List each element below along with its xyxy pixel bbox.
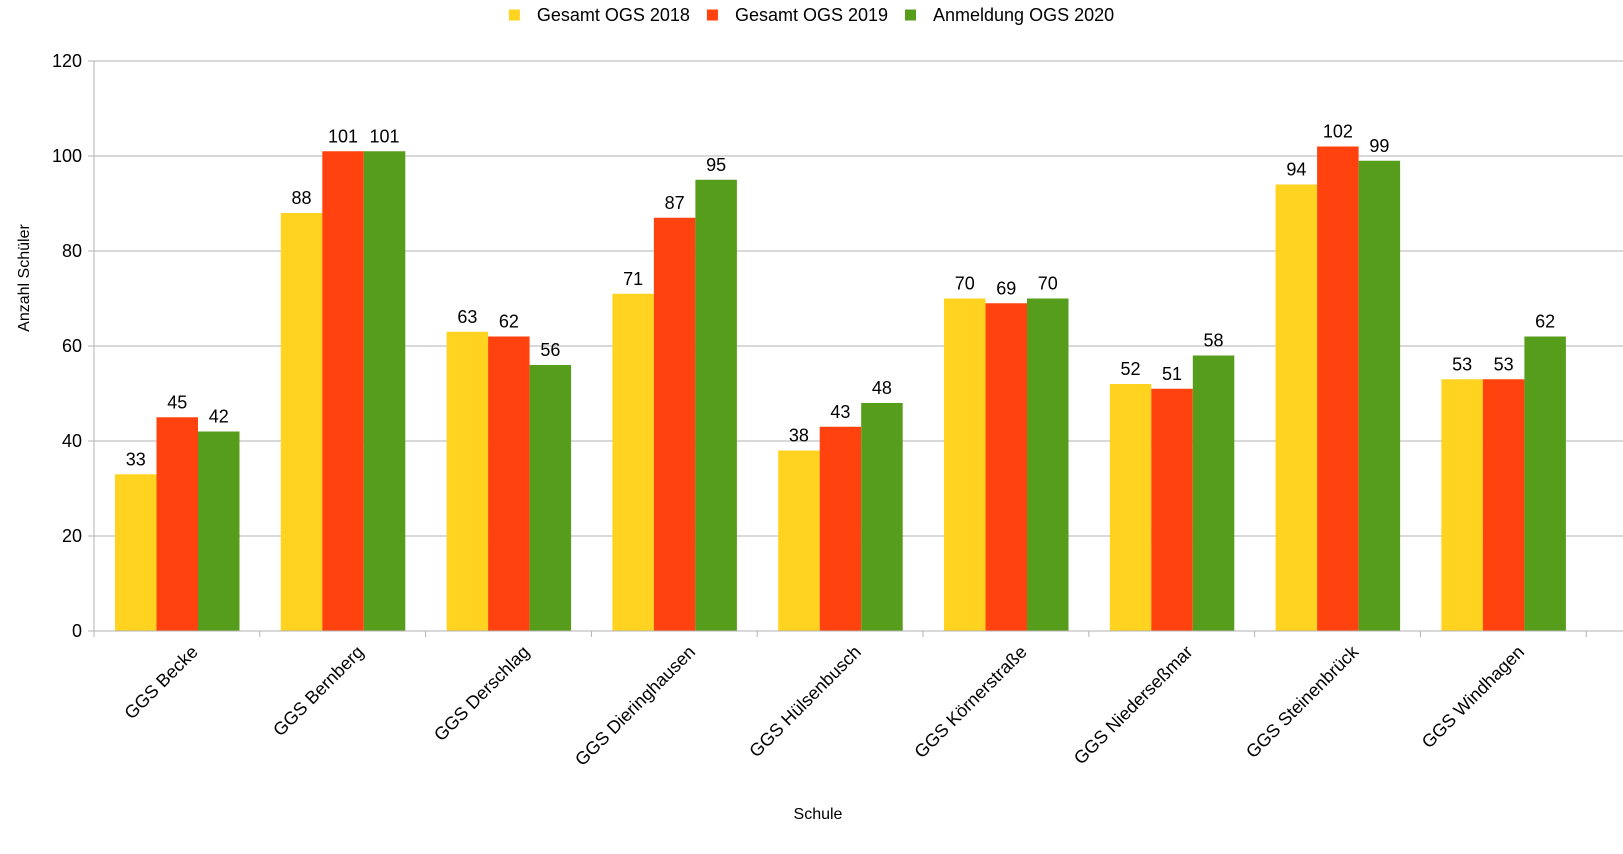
legend-swatch <box>508 9 520 21</box>
bar <box>695 179 737 631</box>
bar <box>1482 379 1525 631</box>
x-tick-label: GGS Bernberg <box>269 642 367 740</box>
bar <box>1317 146 1359 631</box>
data-label: 43 <box>830 402 850 422</box>
data-label: 42 <box>209 407 229 427</box>
bar <box>1027 298 1069 631</box>
bar <box>1109 384 1152 631</box>
data-label: 95 <box>706 155 726 175</box>
data-label: 53 <box>1494 354 1514 374</box>
data-labels: 33 45 42 88 101 101 63 62 56 71 87 95 38 43 48 70 69 70 52… <box>126 122 1555 470</box>
data-label: 71 <box>623 269 643 289</box>
bar <box>529 365 572 631</box>
bar <box>115 474 157 631</box>
bar <box>1524 336 1566 631</box>
x-tick-label: GGS Hülsenbusch <box>745 642 865 762</box>
y-tick-label: 0 <box>72 621 82 641</box>
data-label: 101 <box>370 126 400 146</box>
data-label: 53 <box>1452 354 1472 374</box>
data-label: 102 <box>1323 122 1353 142</box>
bar <box>198 431 240 631</box>
bar <box>322 151 364 631</box>
bar <box>1192 355 1235 631</box>
x-axis-title: Schule <box>794 806 843 823</box>
data-label: 51 <box>1162 364 1182 384</box>
data-label: 58 <box>1204 331 1224 351</box>
bar <box>363 151 406 631</box>
y-tick-label: 100 <box>52 146 82 166</box>
data-label: 33 <box>126 449 146 469</box>
data-label: 62 <box>1535 312 1555 332</box>
legend-label: Anmeldung OGS 2020 <box>933 5 1114 25</box>
bar <box>488 336 530 631</box>
y-tick-label: 60 <box>62 336 82 356</box>
x-tick-label: GGS Dieringhausen <box>571 642 699 770</box>
data-label: 52 <box>1121 359 1141 379</box>
bar <box>1441 379 1483 631</box>
bar <box>280 213 323 631</box>
data-label: 62 <box>499 312 519 332</box>
legend-swatch <box>905 9 917 21</box>
bar <box>944 298 986 631</box>
data-label: 69 <box>996 278 1016 298</box>
bar <box>819 426 862 631</box>
data-label: 70 <box>1038 274 1058 294</box>
y-axis-title: Anzahl Schüler <box>16 224 33 332</box>
x-tick-label: GGS Windhagen <box>1418 642 1528 752</box>
bar <box>1275 184 1318 631</box>
bar <box>1358 160 1401 631</box>
bar <box>985 303 1027 631</box>
bar <box>653 217 696 631</box>
bar <box>612 293 654 631</box>
data-label: 48 <box>872 378 892 398</box>
data-label: 87 <box>665 193 685 213</box>
bar <box>156 417 198 631</box>
x-tick-label: GGS Derschlag <box>430 642 533 745</box>
data-label: 45 <box>167 392 187 412</box>
data-label: 88 <box>292 188 312 208</box>
data-label: 70 <box>955 274 975 294</box>
data-label: 38 <box>789 426 809 446</box>
legend-swatch <box>706 9 718 21</box>
y-tick-label: 20 <box>62 526 82 546</box>
y-tick-label: 80 <box>62 241 82 261</box>
data-label: 63 <box>457 307 477 327</box>
legend-label: Gesamt OGS 2018 <box>537 5 690 25</box>
bar <box>446 331 489 631</box>
data-label: 101 <box>328 126 358 146</box>
bars <box>115 146 1566 631</box>
bar <box>1151 388 1193 631</box>
legend-label: Gesamt OGS 2019 <box>735 5 888 25</box>
legend: Gesamt OGS 2018 Gesamt OGS 2019 Anmeldung … <box>508 5 1114 25</box>
bar <box>778 450 820 631</box>
x-tick-label: GGS Steinenbrück <box>1242 641 1363 762</box>
data-label: 99 <box>1369 136 1389 156</box>
x-tick-label: GGS Becke <box>120 642 201 723</box>
x-tick-label: GGS Körnerstraße <box>910 642 1030 762</box>
data-label: 56 <box>540 340 560 360</box>
x-tick-label: GGS Niederseßmar <box>1070 642 1197 769</box>
y-tick-label: 120 <box>52 51 82 71</box>
bar <box>861 403 903 631</box>
y-tick-label: 40 <box>62 431 82 451</box>
data-label: 94 <box>1286 160 1306 180</box>
